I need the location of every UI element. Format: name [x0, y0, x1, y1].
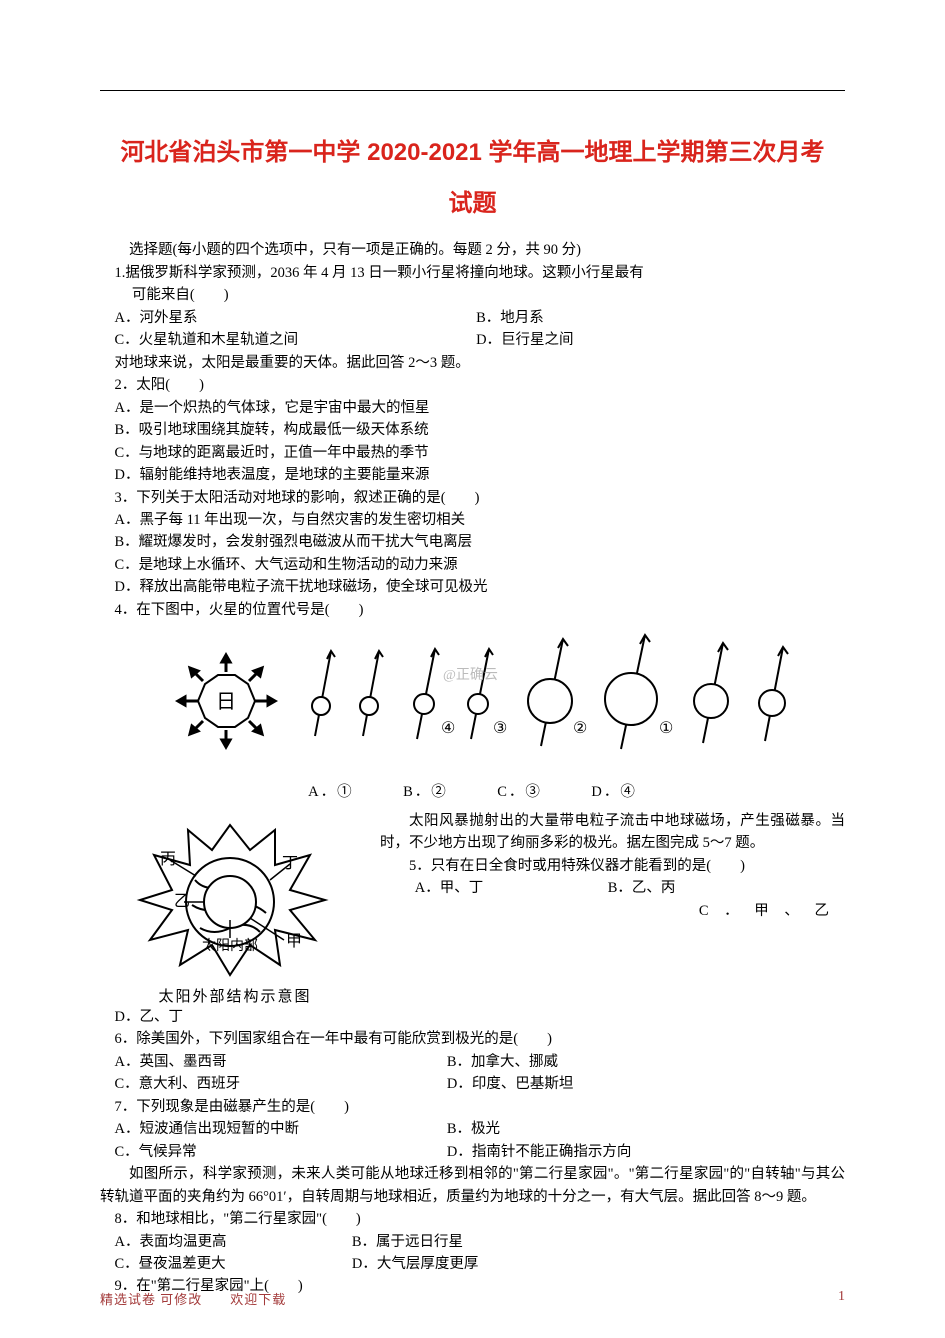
q2-opt-b: B．吸引地球围绕其旋转，构成最低一级天体系统	[100, 419, 845, 441]
q6-stem: 6．除美国外，下列国家组合在一年中最有可能欣赏到极光的是( )	[100, 1028, 845, 1050]
inner-label: 太阳内部	[202, 938, 258, 954]
sun-structure-diagram: 丙 丁 乙 甲 太阳内部	[100, 810, 360, 985]
q6-opt-d: D．印度、巴基斯坦	[447, 1073, 573, 1095]
q1-stem-1: 1.据俄罗斯科学家预测，2036 年 4 月 13 日一颗小行星将撞向地球。这颗…	[100, 262, 845, 284]
top-rule	[100, 90, 845, 91]
q7-opt-c: C．气候异常	[115, 1141, 444, 1163]
q2-stem: 2．太阳( )	[100, 374, 845, 396]
q3-opt-a: A．黑子每 11 年出现一次，与自然灾害的发生密切相关	[100, 509, 845, 531]
q2-opt-a: A．是一个炽热的气体球，它是宇宙中最大的恒星	[100, 397, 845, 419]
q4-stem: 4．在下图中，火星的位置代号是( )	[100, 599, 845, 621]
q6-opt-a: A．英国、墨西哥	[115, 1051, 444, 1073]
q6-opt-c: C．意大利、西班牙	[115, 1073, 444, 1095]
q5-stem: 5．只有在日全食时或用特殊仪器才能看到的是( )	[380, 855, 845, 877]
q5-opt-b: B．乙、丙	[608, 877, 797, 899]
page-number: 1	[838, 1289, 845, 1305]
q5-opt-d: D．乙、丁	[100, 1006, 845, 1028]
q1-opt-c: C．火星轨道和木星轨道之间	[115, 329, 473, 351]
label-1: ①	[659, 720, 673, 737]
label-2: ②	[573, 720, 587, 737]
q5q7-lead: 太阳风暴抛射出的大量带电粒子流击中地球磁场，产生强磁暴。当时，不少地方出现了绚丽…	[380, 810, 845, 855]
q1-opt-d: D．巨行星之间	[476, 329, 834, 351]
q8-opt-c: C．昼夜温差更大	[115, 1253, 349, 1275]
q8-opt-b: B．属于远日行星	[352, 1231, 463, 1253]
q2q3-lead: 对地球来说，太阳是最重要的天体。据此回答 2～3 题。	[100, 352, 845, 374]
q8-stem: 8．和地球相比，"第二行星家园"( )	[100, 1208, 845, 1230]
label-4: ④	[441, 720, 455, 737]
q7-opt-d: D．指南针不能正确指示方向	[447, 1141, 631, 1163]
exam-title-line2: 试题	[100, 182, 845, 225]
q3-stem: 3．下列关于太阳活动对地球的影响，叙述正确的是( )	[100, 487, 845, 509]
q3-opt-b: B．耀斑爆发时，会发射强烈电磁波从而干扰大气电离层	[100, 531, 845, 553]
q8-opt-d: D．大气层厚度更厚	[352, 1253, 478, 1275]
q3-opt-d: D．释放出高能带电粒子流干扰地球磁场，使全球可见极光	[100, 576, 845, 598]
q3-opt-c: C．是地球上水循环、大气运动和生物活动的动力来源	[100, 554, 845, 576]
q5-opt-c: C ． 甲 、 乙	[699, 903, 835, 919]
exam-title-line1: 河北省泊头市第一中学 2020-2021 学年高一地理上学期第三次月考	[100, 131, 845, 174]
label-d: 丁	[282, 855, 298, 872]
q8-opt-a: A．表面均温更高	[115, 1231, 349, 1253]
label-c: 丙	[160, 851, 176, 868]
diagram-watermark: @正确云	[443, 667, 498, 683]
q1-opt-b: B．地月系	[476, 307, 834, 329]
q7-stem: 7．下列现象是由磁暴产生的是( )	[100, 1096, 845, 1118]
q4-options: A．① B．② C．③ D．④	[100, 781, 845, 803]
q1-stem-2: 可能来自( )	[100, 284, 845, 306]
section-instructions: 选择题(每小题的四个选项中，只有一项是正确的。每题 2 分，共 90 分)	[100, 239, 845, 261]
q7-opt-b: B．极光	[447, 1118, 500, 1140]
q5-opt-a: A．甲、丁	[415, 877, 604, 899]
q2-opt-d: D．辐射能维持地表温度，是地球的主要能量来源	[100, 464, 845, 486]
sun-label: 日	[216, 691, 236, 713]
q2-opt-c: C．与地球的距离最近时，正值一年中最热的季节	[100, 442, 845, 464]
q1-opt-a: A．河外星系	[115, 307, 473, 329]
label-a: 甲	[286, 933, 302, 950]
diagram2-caption: 太阳外部结构示意图	[100, 985, 370, 1006]
footer-left: 精选试卷 可修改 欢迎下载	[100, 1289, 286, 1308]
label-3: ③	[493, 720, 507, 737]
q7-opt-a: A．短波通信出现短暂的中断	[115, 1118, 444, 1140]
solar-system-diagram: 日	[143, 631, 803, 771]
q8q9-lead: 如图所示，科学家预测，未来人类可能从地球迁移到相邻的"第二行星家园"。"第二行星…	[100, 1163, 845, 1208]
q6-opt-b: B．加拿大、挪威	[447, 1051, 558, 1073]
